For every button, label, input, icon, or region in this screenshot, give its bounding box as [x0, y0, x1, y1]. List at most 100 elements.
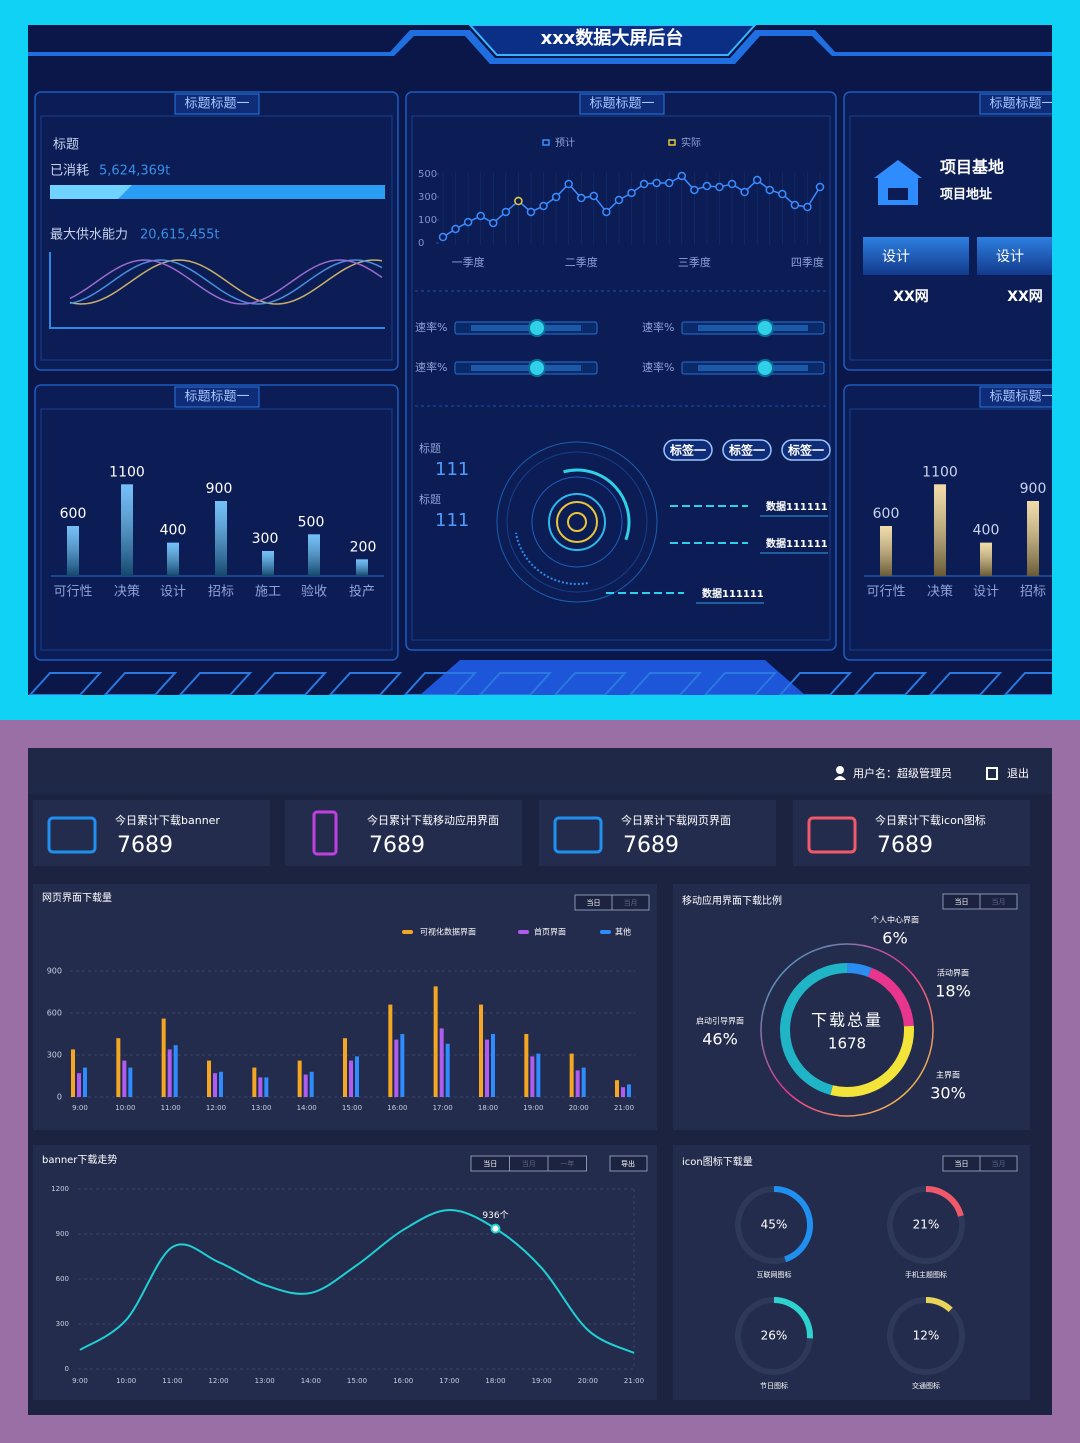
site-label: XX网 — [1007, 289, 1043, 305]
panel — [843, 384, 1052, 661]
outer-ring — [760, 943, 934, 1117]
x-tick-label: 19:00 — [532, 1377, 552, 1385]
point — [740, 187, 749, 197]
x-tick-label: 决策 — [927, 584, 953, 600]
y-tick-label: 500 — [418, 169, 437, 180]
tag-label: 标签一 — [787, 443, 824, 458]
footer-stripe — [553, 672, 628, 695]
toggle-button[interactable] — [979, 893, 1018, 910]
logout-icon[interactable] — [986, 767, 998, 780]
panel-inner — [40, 408, 393, 651]
x-tick-label: 招标 — [1020, 585, 1046, 600]
toggle-button[interactable] — [611, 894, 650, 911]
toggle-label[interactable]: 当月 — [992, 1159, 1006, 1168]
gauge-label: 交通图标 — [912, 1381, 940, 1390]
toggle-label[interactable]: 一年 — [560, 1159, 574, 1168]
toggle-label[interactable]: 当日 — [955, 897, 969, 906]
bar — [264, 1077, 269, 1097]
legend-swatch — [402, 930, 413, 934]
bar-shade — [880, 526, 892, 576]
point — [476, 211, 485, 221]
bar-shade — [167, 542, 179, 576]
toggle-label[interactable]: 当月 — [522, 1159, 536, 1168]
stat-icon — [47, 816, 97, 854]
bar — [343, 1038, 347, 1097]
bar — [258, 1077, 263, 1097]
stat-value: 7689 — [369, 833, 425, 858]
toggle-label[interactable]: 当月 — [624, 898, 638, 907]
point — [790, 200, 800, 210]
data-label: 数据111111 — [766, 537, 828, 550]
user-icon — [836, 766, 844, 774]
toggle-label[interactable]: 当日 — [587, 898, 601, 907]
data-label: 400 — [973, 523, 1000, 539]
y-tick-label: 100 — [418, 215, 437, 226]
toggle-button[interactable] — [547, 1155, 587, 1172]
bar — [524, 1034, 529, 1097]
x-tick-label: 9:00 — [72, 1377, 88, 1385]
x-tick-label: 设计 — [973, 585, 999, 600]
footer-stripe — [628, 672, 703, 695]
export-button[interactable] — [609, 1155, 648, 1172]
stat-label: 标题 — [419, 441, 441, 455]
radar-ring — [506, 451, 648, 593]
footer-stripe — [778, 672, 853, 695]
toggle-label[interactable]: 当日 — [955, 1159, 969, 1168]
bar — [116, 1038, 121, 1097]
toggle-label[interactable]: 当日 — [483, 1159, 497, 1168]
footer-stripe — [328, 672, 403, 695]
data-label: 数据111111 — [766, 500, 828, 513]
slider-thumb — [528, 359, 546, 377]
data-label: 900 — [206, 481, 233, 497]
data-label: 数据111111 — [702, 587, 764, 600]
point — [564, 179, 573, 189]
point — [614, 195, 624, 205]
radar-arc — [514, 532, 588, 585]
line — [79, 1208, 635, 1354]
point — [602, 207, 611, 217]
footer-stripe — [703, 672, 778, 695]
data-label: 300 — [252, 531, 279, 547]
point — [539, 201, 548, 211]
radar-ring — [556, 501, 598, 543]
point — [514, 196, 523, 206]
gauge-arc — [773, 1297, 813, 1339]
legend-swatch — [600, 930, 611, 934]
logout-button[interactable]: 退出 — [1007, 766, 1029, 780]
label: 已消耗 — [50, 164, 89, 179]
y-tick-label: 600 — [56, 1275, 69, 1283]
stat-label: 今日累计下载banner — [115, 813, 220, 827]
x-tick-label: 10:00 — [115, 1104, 135, 1112]
panel-title: 标题标题一 — [989, 390, 1054, 405]
bar — [213, 1073, 217, 1097]
bar — [621, 1087, 625, 1097]
slice-label: 主界面 — [936, 1070, 960, 1080]
footer-stripe — [853, 672, 928, 695]
tag — [781, 439, 831, 461]
toggle-button[interactable] — [979, 1155, 1018, 1172]
bar — [219, 1071, 223, 1097]
annotation: 936个 — [482, 1210, 508, 1221]
point — [451, 224, 460, 234]
y-tick-label: 900 — [47, 967, 62, 976]
point — [589, 191, 599, 201]
bar — [303, 1074, 308, 1097]
point — [639, 179, 649, 189]
footer-stripe — [178, 672, 253, 695]
point — [690, 185, 699, 195]
slice-label: 启动引导界面 — [696, 1016, 744, 1026]
x-tick-label: 四季度 — [791, 255, 824, 269]
point — [815, 182, 825, 192]
slice-value: 6% — [882, 929, 907, 948]
button[interactable] — [863, 237, 969, 275]
slice-label: 活动界面 — [937, 968, 969, 978]
stat-value: 7689 — [117, 833, 173, 858]
button[interactable] — [977, 237, 1067, 275]
export-label[interactable]: 导出 — [621, 1159, 635, 1168]
footer-stripe — [928, 672, 1003, 695]
toggle-label[interactable]: 当月 — [992, 897, 1006, 906]
slider-label: 速率% — [642, 360, 674, 374]
stat-value: 7689 — [877, 833, 933, 858]
data-label: 1100 — [922, 464, 958, 480]
